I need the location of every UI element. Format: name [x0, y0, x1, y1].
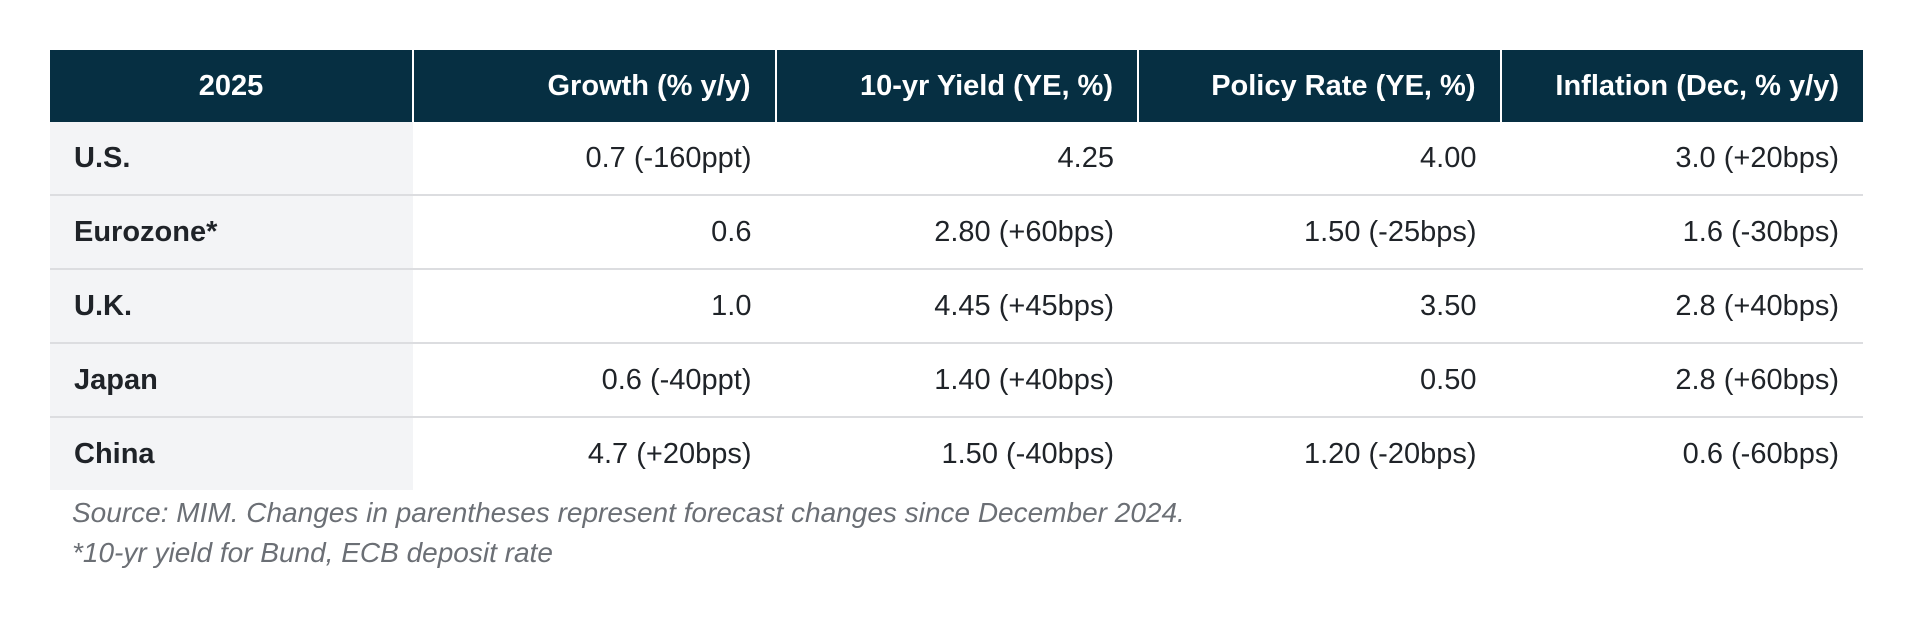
header-row: 2025 Growth (% y/y) 10-yr Yield (YE, %) …	[50, 50, 1863, 122]
cell-uk-inflation: 2.8 (+40bps)	[1500, 269, 1863, 344]
cell-us-inflation: 3.0 (+20bps)	[1500, 122, 1863, 196]
cell-eurozone-growth: 0.6	[413, 195, 776, 270]
cell-china-yield: 1.50 (-40bps)	[941, 437, 1115, 470]
cell-japan-growth: 0.6 (-40ppt)	[413, 343, 776, 418]
source-note: Source: MIM. Changes in parentheses repr…	[72, 497, 1185, 528]
footnote: *10-yr yield for Bund, ECB deposit rate	[72, 537, 553, 568]
header-year: 2025	[50, 50, 413, 122]
table-notes: Source: MIM. Changes in parentheses repr…	[72, 493, 1185, 573]
cell-uk-yield: 4.45 (+45bps)	[775, 269, 1138, 344]
cell-eurozone-inflation: 1.6 (-30bps)	[1500, 195, 1863, 270]
cell-china-inflation: 0.6 (-60bps)	[1682, 437, 1839, 470]
table-row: Japan 0.6 (-40ppt) 1.40 (+40bps) 0.50 2.…	[50, 343, 1863, 418]
cell-japan-policy: 0.50	[1138, 343, 1501, 418]
header-inflation: Inflation (Dec, % y/y)	[1499, 50, 1863, 122]
cell-eurozone-policy: 1.50 (-25bps)	[1138, 195, 1501, 270]
forecast-table: 2025 Growth (% y/y) 10-yr Yield (YE, %) …	[50, 50, 1863, 490]
table-body: U.S. 0.7 (-160ppt) 4.25 4.00 3.0 (+20bps…	[50, 122, 1863, 490]
cell-china-growth: 4.7 (+20bps)	[587, 437, 752, 470]
header-policy-rate: Policy Rate (YE, %)	[1137, 50, 1501, 122]
cell-us-growth: 0.7 (-160ppt)	[413, 122, 776, 196]
cell-eurozone-yield: 2.80 (+60bps)	[775, 195, 1138, 270]
table-header: 2025 Growth (% y/y) 10-yr Yield (YE, %) …	[50, 50, 1863, 122]
forecast-table-wrapper: 2025 Growth (% y/y) 10-yr Yield (YE, %) …	[50, 50, 1863, 490]
cell-us-policy: 4.00	[1138, 122, 1501, 196]
row-label-uk: U.K.	[50, 269, 413, 344]
header-growth: Growth (% y/y)	[412, 50, 776, 122]
cell-japan-inflation: 2.8 (+60bps)	[1500, 343, 1863, 418]
header-10yr-yield: 10-yr Yield (YE, %)	[774, 50, 1138, 122]
cell-china-policy: 1.20 (-20bps)	[1304, 437, 1477, 470]
table-row: Eurozone* 0.6 2.80 (+60bps) 1.50 (-25bps…	[50, 195, 1863, 270]
table-row: U.K. 1.0 4.45 (+45bps) 3.50 2.8 (+40bps)	[50, 269, 1863, 344]
table-row: U.S. 0.7 (-160ppt) 4.25 4.00 3.0 (+20bps…	[50, 122, 1863, 196]
table-row: China 4.7 (+20bps) 1.50 (-40bps) 1.20 (-…	[50, 417, 1863, 490]
row-label-eurozone: Eurozone*	[50, 195, 413, 270]
cell-uk-growth: 1.0	[413, 269, 776, 344]
row-label-us: U.S.	[50, 122, 413, 196]
cell-us-yield: 4.25	[775, 122, 1138, 196]
row-label-japan: Japan	[50, 343, 413, 418]
cell-uk-policy: 3.50	[1138, 269, 1501, 344]
cell-japan-yield: 1.40 (+40bps)	[775, 343, 1138, 418]
row-label-china: China	[50, 417, 413, 490]
